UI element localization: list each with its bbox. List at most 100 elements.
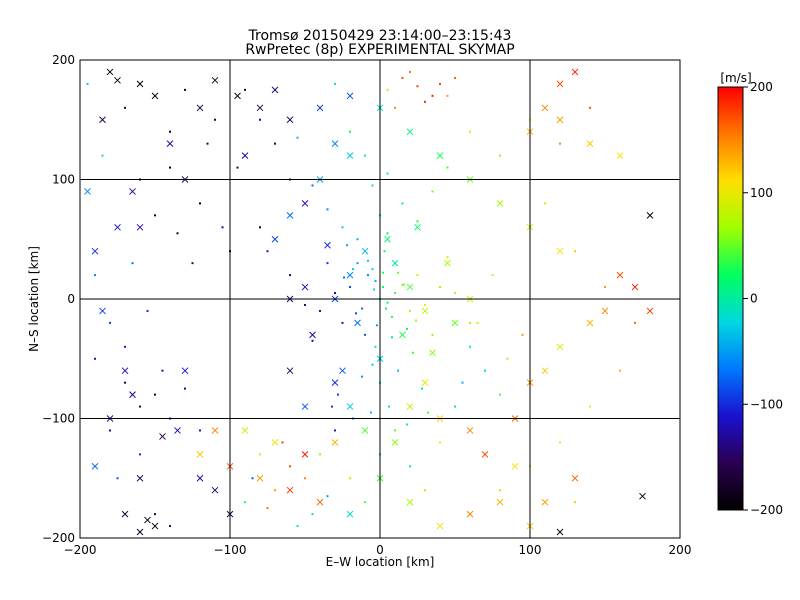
dot-point: [421, 387, 423, 390]
chart-title-line2: RwPretec (8p) EXPERIMENTAL SKYMAP: [245, 42, 514, 58]
dot-point: [446, 94, 449, 97]
dot-point: [94, 274, 96, 277]
cross-point: [286, 211, 294, 219]
cross-point: [286, 116, 294, 124]
dot-point: [409, 309, 411, 312]
cross-point: [496, 498, 504, 506]
dot-point: [454, 76, 456, 79]
dot-point: [274, 142, 276, 145]
dot-point: [221, 226, 224, 229]
cross-point: [466, 510, 474, 518]
dot-point: [169, 525, 171, 528]
dot-point: [139, 453, 141, 456]
dot-point: [131, 262, 134, 265]
dot-point: [431, 190, 434, 193]
cross-point: [406, 128, 414, 136]
cross-point: [151, 92, 159, 100]
cross-point: [331, 140, 339, 148]
cross-point: [301, 450, 309, 458]
dot-point: [439, 82, 441, 85]
dot-point: [176, 232, 179, 235]
dot-point: [574, 250, 576, 253]
dot-point: [266, 507, 269, 510]
cross-point: [316, 104, 324, 112]
dot-point: [412, 351, 414, 354]
cross-point: [481, 450, 489, 458]
dot-point: [352, 268, 354, 271]
y-tick-label: 200: [52, 53, 75, 67]
dot-point: [383, 250, 386, 253]
dot-point: [499, 154, 501, 157]
x-tick-label: 0: [376, 543, 384, 557]
cross-point: [436, 522, 444, 530]
cross-point: [571, 474, 579, 482]
dot-point: [382, 286, 384, 289]
dot-point: [499, 489, 501, 492]
cross-point: [346, 510, 354, 518]
dot-point: [439, 441, 441, 444]
dot-point: [266, 250, 269, 253]
cross-point: [91, 247, 99, 255]
colorbar-ticks: 200 100 0 −100 −200: [743, 80, 783, 517]
x-tick-label: −100: [214, 543, 247, 557]
x-axis-ticks: −200 −100 0 100 200: [64, 543, 692, 557]
cross-point: [639, 492, 646, 500]
dot-point: [154, 214, 156, 217]
cross-point: [556, 247, 564, 255]
dot-point: [251, 477, 254, 480]
dot-point: [469, 130, 471, 133]
dot-point: [191, 262, 194, 265]
dot-point: [343, 276, 345, 279]
dot-point: [109, 321, 111, 324]
dot-point: [391, 315, 393, 318]
cross-point: [346, 271, 354, 279]
cross-point: [271, 86, 279, 94]
chart-title-line1: Tromsø 20150429 23:14:00–23:15:43: [248, 28, 512, 44]
dot-point: [139, 405, 141, 408]
dot-point: [367, 259, 369, 262]
x-axis-label: E–W location [km]: [326, 555, 435, 569]
cross-point: [631, 283, 639, 291]
cross-point: [301, 283, 309, 291]
cross-point: [136, 223, 144, 231]
y-axis-ticks: −200 −100 0 100 200: [42, 53, 75, 545]
y-axis-label: N–S location [km]: [27, 246, 41, 352]
dot-point: [356, 262, 359, 265]
dot-point: [355, 312, 357, 315]
dot-point: [169, 166, 171, 169]
dot-point: [341, 321, 344, 324]
cross-point: [114, 223, 121, 231]
dot-point: [199, 429, 201, 432]
dot-point: [304, 303, 306, 306]
dot-point: [146, 309, 149, 312]
dot-point: [403, 283, 405, 286]
cross-point: [211, 76, 219, 84]
dot-point: [394, 106, 396, 109]
dot-point: [244, 501, 246, 504]
dot-point: [446, 166, 449, 169]
dot-point: [319, 309, 321, 312]
cross-point: [211, 486, 219, 494]
dot-point: [431, 94, 434, 97]
dot-point: [214, 118, 216, 121]
dot-point: [356, 238, 359, 241]
dot-point: [364, 154, 366, 157]
cross-point: [309, 331, 316, 339]
dot-point: [370, 411, 372, 414]
dot-point: [574, 501, 576, 504]
cross-point: [129, 391, 136, 398]
data-points: [84, 68, 654, 536]
dot-point: [296, 136, 299, 139]
dot-point: [439, 286, 441, 289]
dot-point: [589, 106, 591, 109]
dot-point: [386, 232, 389, 235]
dot-point: [491, 274, 494, 277]
cross-point: [346, 92, 354, 100]
cross-point: [496, 200, 504, 207]
dot-point: [376, 324, 378, 327]
cross-point: [136, 80, 144, 88]
dot-point: [484, 369, 486, 372]
dot-point: [397, 271, 399, 274]
dot-point: [236, 166, 239, 169]
cross-point: [151, 522, 159, 530]
